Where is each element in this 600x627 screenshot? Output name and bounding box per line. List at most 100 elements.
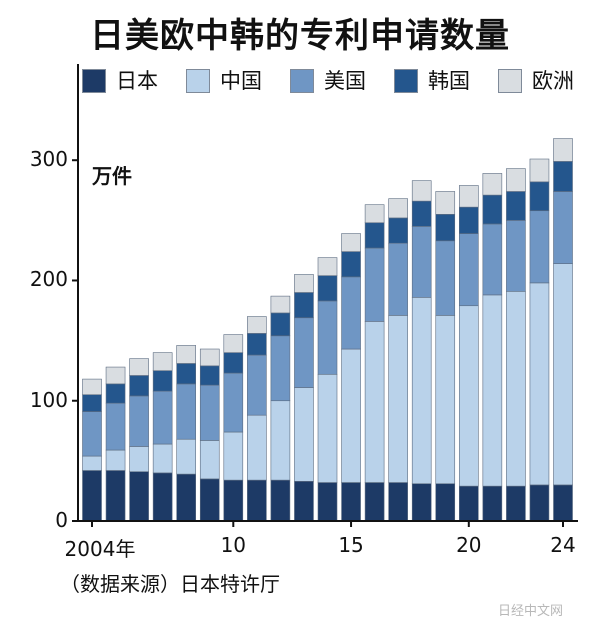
bar-2005-usa <box>105 402 126 451</box>
bar-2009-china <box>199 440 220 480</box>
bar-2013-china <box>294 387 314 482</box>
x-tick-label-2020: 20 <box>456 533 482 557</box>
y-tick-label-200: 200 <box>29 267 68 292</box>
bar-2018-europe <box>411 180 432 202</box>
bar-2017-korea <box>388 217 408 244</box>
bar-2017-europe <box>388 198 408 219</box>
bar-2023-japan <box>529 484 550 522</box>
bars-group <box>82 138 573 522</box>
bar-2007-china <box>152 443 173 474</box>
source-note: （数据来源）日本特许厅 <box>60 572 280 596</box>
bar-2010-china <box>223 431 244 481</box>
bar-2011-japan <box>247 479 267 522</box>
bar-2019-china <box>435 315 456 485</box>
bar-2011-china <box>247 414 267 481</box>
bar-2019-europe <box>435 191 456 215</box>
bar-2005-china <box>105 449 126 471</box>
bar-2016-korea <box>364 222 385 249</box>
y-tick-label-300: 300 <box>29 147 68 172</box>
bar-2006-europe <box>129 358 149 376</box>
bar-2023-europe <box>529 158 550 183</box>
watermark: 日经中文网 <box>498 604 564 619</box>
legend: 日本 中国 美国 韩国 欧洲 <box>82 66 582 102</box>
bar-2008-japan <box>176 473 196 522</box>
bar-2009-korea <box>199 365 220 386</box>
bar-2010-europe <box>223 334 244 353</box>
bar-2024-europe <box>553 138 573 162</box>
legend-label-japan: 日本 <box>116 69 158 93</box>
bar-2021-japan <box>482 485 503 522</box>
legend-label-usa: 美国 <box>324 69 366 93</box>
bar-2007-japan <box>152 472 173 522</box>
bar-2015-europe <box>341 233 361 252</box>
bar-2014-europe <box>317 257 338 276</box>
x-tick-label-2010: 10 <box>220 533 247 557</box>
bar-2010-usa <box>223 372 244 433</box>
bar-2006-korea <box>129 375 149 397</box>
bar-2019-korea <box>435 214 456 242</box>
bar-2014-usa <box>317 300 338 375</box>
x-tick-label-2015: 15 <box>338 533 364 557</box>
bar-2016-japan <box>364 482 385 522</box>
bar-2008-korea <box>176 363 196 385</box>
bar-2009-japan <box>199 478 220 522</box>
bar-2024-korea <box>553 161 573 192</box>
x-tick-label-2024: 24 <box>550 533 576 557</box>
bar-2015-china <box>341 348 361 483</box>
bar-2010-korea <box>223 352 244 374</box>
bar-2022-usa <box>506 220 526 292</box>
bar-2011-usa <box>247 354 267 416</box>
bar-2016-china <box>364 321 385 483</box>
legend-label-korea: 韩国 <box>428 69 470 93</box>
bar-2010-japan <box>223 479 244 522</box>
bar-2020-china <box>458 305 479 487</box>
bar-2015-japan <box>341 482 361 522</box>
bar-2007-usa <box>152 390 173 445</box>
legend-swatch-europe <box>498 69 522 93</box>
bar-2014-korea <box>317 275 338 302</box>
bar-2005-europe <box>105 366 126 385</box>
bar-2018-japan <box>411 483 432 522</box>
bar-2013-europe <box>294 274 314 293</box>
bar-2023-china <box>529 282 550 486</box>
bar-2019-japan <box>435 483 456 522</box>
bar-2015-usa <box>341 276 361 350</box>
bar-2012-korea <box>270 312 291 337</box>
legend-label-china: 中国 <box>220 69 262 93</box>
bar-2024-japan <box>553 484 573 522</box>
legend-swatch-china <box>186 69 210 93</box>
bar-2008-usa <box>176 383 196 440</box>
bar-2004-korea <box>82 394 102 412</box>
bar-2017-usa <box>388 242 408 316</box>
bar-2008-europe <box>176 345 196 364</box>
bar-2014-china <box>317 373 338 483</box>
bar-2020-korea <box>458 206 479 234</box>
bar-2018-korea <box>411 200 432 227</box>
bar-2024-china <box>553 263 573 486</box>
bar-2011-europe <box>247 316 267 334</box>
bar-2020-japan <box>458 485 479 522</box>
bar-2013-japan <box>294 481 314 522</box>
chart-title: 日美欧中韩的专利申请数量 <box>90 16 510 56</box>
bar-2018-usa <box>411 226 432 298</box>
bar-2022-korea <box>506 191 526 221</box>
bar-2022-china <box>506 290 526 487</box>
bar-2021-china <box>482 294 503 487</box>
bar-2007-europe <box>152 352 173 371</box>
bar-2012-china <box>270 400 291 481</box>
bar-2009-usa <box>199 384 220 441</box>
bar-2004-japan <box>82 470 102 522</box>
bar-2022-europe <box>506 168 526 192</box>
bar-2009-europe <box>199 348 220 367</box>
legend-label-europe: 欧洲 <box>532 69 574 93</box>
bar-2021-europe <box>482 173 503 196</box>
bar-2020-europe <box>458 185 479 208</box>
bar-2013-usa <box>294 317 314 388</box>
bar-2021-korea <box>482 194 503 225</box>
bar-2005-korea <box>105 383 126 404</box>
bar-2014-japan <box>317 482 338 522</box>
bar-2016-europe <box>364 204 385 224</box>
bar-2006-usa <box>129 395 149 447</box>
bar-2023-usa <box>529 210 550 284</box>
